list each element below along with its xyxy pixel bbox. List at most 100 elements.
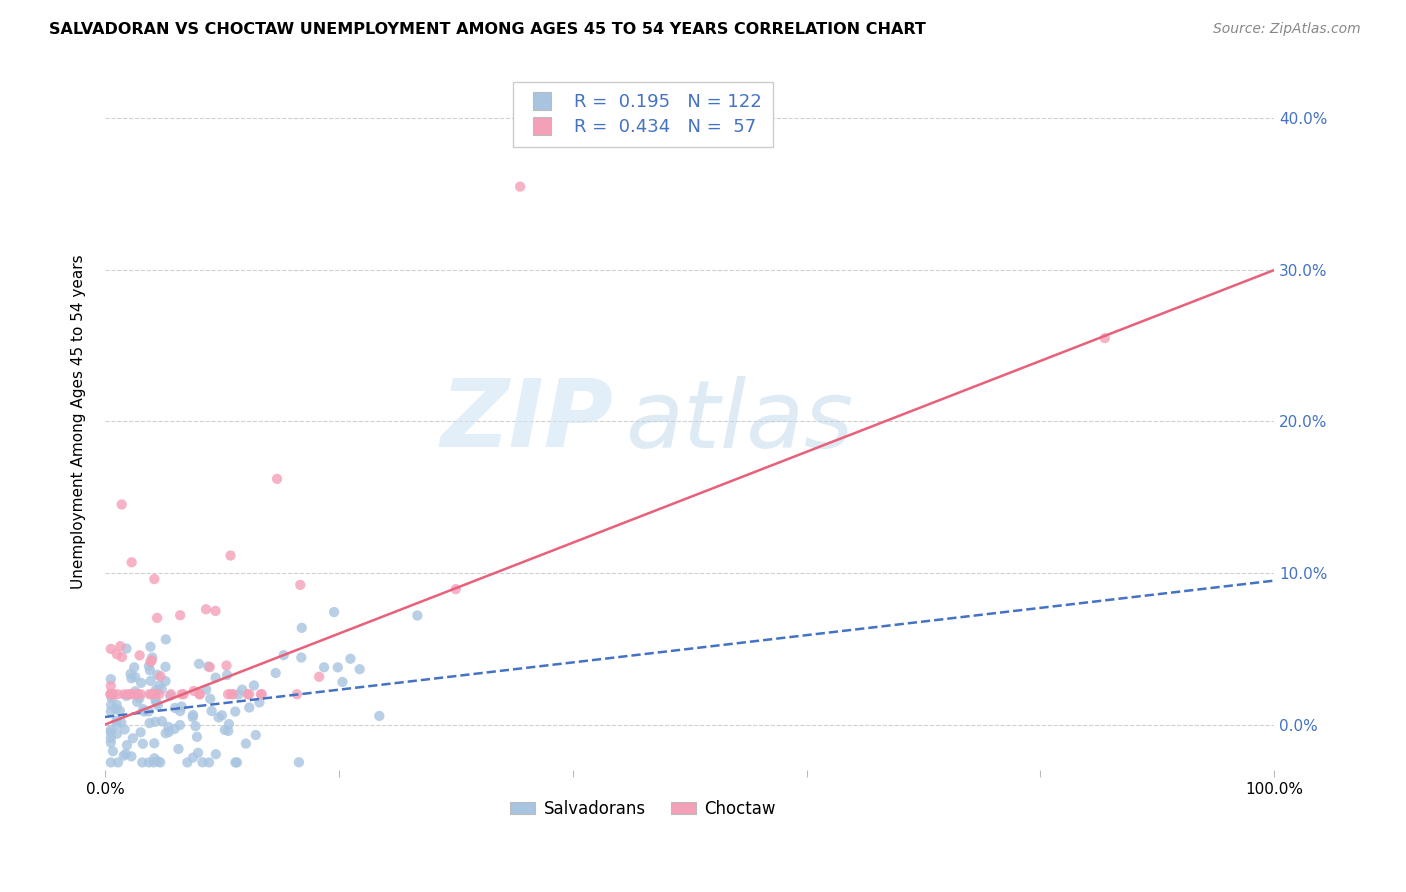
Point: [138, 756, 160, 770]
Point: [250, 687, 273, 701]
Point: [100, 704, 122, 718]
Point: [110, 639, 132, 653]
Point: [290, 650, 312, 665]
Point: [217, 723, 239, 738]
Point: [128, 648, 150, 663]
Point: [112, 748, 135, 763]
Point: [187, 746, 209, 760]
Point: [138, 687, 160, 701]
Point: [100, 687, 122, 701]
Point: [139, 640, 162, 654]
Point: [226, 688, 249, 702]
Point: [108, 704, 131, 718]
Point: [235, 737, 257, 751]
Point: [264, 665, 287, 680]
Point: [143, 736, 166, 750]
Point: [198, 660, 221, 674]
Point: [117, 687, 139, 701]
Point: [125, 688, 148, 702]
Point: [145, 682, 167, 697]
Text: atlas: atlas: [626, 376, 853, 467]
Point: [139, 664, 162, 678]
Point: [101, 687, 124, 701]
Point: [215, 658, 238, 673]
Point: [205, 747, 228, 762]
Point: [176, 756, 198, 770]
Point: [124, 687, 146, 701]
Point: [200, 691, 222, 706]
Point: [150, 681, 173, 696]
Point: [115, 738, 138, 752]
Point: [129, 676, 152, 690]
Point: [100, 687, 122, 701]
Point: [157, 720, 180, 734]
Point: [169, 608, 191, 623]
Point: [159, 689, 181, 703]
Point: [112, 687, 135, 701]
Point: [105, 727, 128, 741]
Point: [148, 678, 170, 692]
Point: [308, 670, 330, 684]
Point: [231, 682, 253, 697]
Point: [149, 756, 172, 770]
Point: [146, 698, 169, 713]
Point: [131, 756, 153, 770]
Point: [197, 659, 219, 673]
Point: [184, 719, 207, 733]
Point: [148, 687, 170, 701]
Text: ZIP: ZIP: [441, 376, 613, 467]
Point: [100, 641, 122, 656]
Point: [226, 756, 249, 770]
Point: [349, 662, 371, 676]
Point: [163, 722, 186, 736]
Point: [288, 756, 311, 770]
Text: SALVADORAN VS CHOCTAW UNEMPLOYMENT AMONG AGES 45 TO 54 YEARS CORRELATION CHART: SALVADORAN VS CHOCTAW UNEMPLOYMENT AMONG…: [49, 22, 927, 37]
Text: Source: ZipAtlas.com: Source: ZipAtlas.com: [1213, 22, 1361, 37]
Point: [167, 742, 190, 756]
Point: [143, 572, 166, 586]
Point: [1094, 331, 1116, 345]
Point: [236, 687, 259, 701]
Point: [120, 667, 142, 681]
Point: [183, 684, 205, 698]
Point: [145, 696, 167, 710]
Point: [100, 698, 122, 712]
Point: [115, 689, 138, 703]
Point: [141, 653, 163, 667]
Point: [115, 641, 138, 656]
Point: [111, 650, 134, 665]
Point: [145, 687, 167, 701]
Legend: Salvadorans, Choctaw: Salvadorans, Choctaw: [503, 793, 782, 824]
Point: [214, 723, 236, 737]
Point: [146, 611, 169, 625]
Point: [129, 725, 152, 739]
Point: [100, 687, 122, 701]
Point: [332, 675, 354, 690]
Point: [224, 705, 246, 719]
Point: [195, 682, 218, 697]
Point: [100, 690, 122, 705]
Point: [132, 702, 155, 716]
Point: [266, 472, 288, 486]
Point: [114, 747, 136, 761]
Point: [173, 687, 195, 701]
Point: [100, 672, 122, 686]
Point: [100, 731, 122, 745]
Point: [444, 582, 467, 596]
Point: [155, 726, 177, 740]
Point: [326, 660, 349, 674]
Point: [243, 678, 266, 692]
Point: [323, 605, 346, 619]
Point: [141, 650, 163, 665]
Point: [100, 687, 122, 701]
Point: [120, 749, 142, 764]
Point: [118, 687, 141, 701]
Point: [100, 723, 122, 737]
Point: [100, 679, 122, 693]
Point: [285, 687, 308, 701]
Y-axis label: Unemployment Among Ages 45 to 54 years: Unemployment Among Ages 45 to 54 years: [72, 254, 86, 589]
Point: [207, 710, 229, 724]
Point: [250, 687, 273, 701]
Point: [101, 687, 124, 701]
Point: [138, 704, 160, 718]
